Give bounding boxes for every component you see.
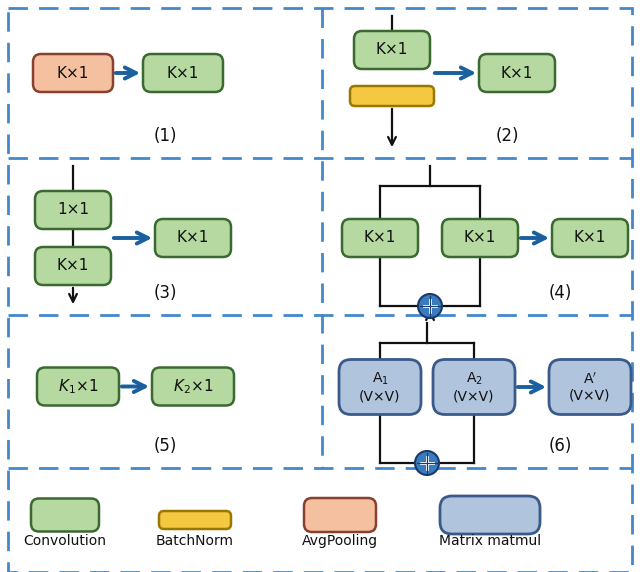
FancyBboxPatch shape [354, 31, 430, 69]
FancyBboxPatch shape [35, 191, 111, 229]
FancyBboxPatch shape [37, 367, 119, 406]
FancyBboxPatch shape [159, 511, 231, 529]
Text: K×1: K×1 [177, 231, 209, 245]
Circle shape [415, 451, 439, 475]
Text: (4): (4) [548, 284, 572, 302]
Text: 1×1: 1×1 [57, 202, 89, 217]
FancyBboxPatch shape [433, 359, 515, 415]
FancyBboxPatch shape [350, 86, 434, 106]
Text: (2): (2) [495, 127, 519, 145]
FancyBboxPatch shape [31, 499, 99, 531]
Circle shape [418, 294, 442, 318]
Text: (1): (1) [153, 127, 177, 145]
FancyBboxPatch shape [440, 496, 540, 534]
Text: AvgPooling: AvgPooling [302, 534, 378, 548]
Text: Convolution: Convolution [24, 534, 106, 548]
FancyBboxPatch shape [549, 359, 631, 415]
FancyBboxPatch shape [35, 247, 111, 285]
FancyBboxPatch shape [304, 498, 376, 532]
Text: $K_2$×1: $K_2$×1 [173, 377, 213, 396]
Text: (3): (3) [153, 284, 177, 302]
Text: A$'$
(V×V): A$'$ (V×V) [569, 371, 611, 403]
Text: K×1: K×1 [574, 231, 606, 245]
Text: K×1: K×1 [464, 231, 496, 245]
Text: K×1: K×1 [364, 231, 396, 245]
FancyBboxPatch shape [155, 219, 231, 257]
FancyBboxPatch shape [143, 54, 223, 92]
Text: K×1: K×1 [167, 66, 199, 81]
FancyBboxPatch shape [442, 219, 518, 257]
Text: K×1: K×1 [501, 66, 533, 81]
Text: Matrix matmul: Matrix matmul [439, 534, 541, 548]
FancyBboxPatch shape [479, 54, 555, 92]
Text: (6): (6) [548, 437, 572, 455]
FancyBboxPatch shape [152, 367, 234, 406]
Text: A$_2$
(V×V): A$_2$ (V×V) [453, 371, 495, 403]
FancyBboxPatch shape [33, 54, 113, 92]
Text: $K_1$×1: $K_1$×1 [58, 377, 98, 396]
Text: (5): (5) [154, 437, 177, 455]
Text: A$_1$
(V×V): A$_1$ (V×V) [359, 371, 401, 403]
Text: K×1: K×1 [376, 42, 408, 58]
Text: K×1: K×1 [57, 259, 89, 273]
FancyBboxPatch shape [339, 359, 421, 415]
FancyBboxPatch shape [552, 219, 628, 257]
Text: K×1: K×1 [57, 66, 89, 81]
Text: BatchNorm: BatchNorm [156, 534, 234, 548]
FancyBboxPatch shape [342, 219, 418, 257]
